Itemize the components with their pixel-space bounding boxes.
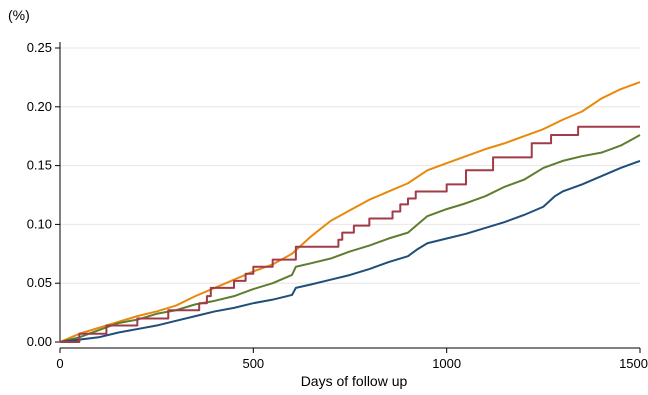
x-axis-title: Days of follow up	[301, 373, 408, 389]
y-tick-label: 0.00	[27, 334, 52, 349]
y-tick-label: 0.25	[27, 40, 52, 55]
x-tick-label: 500	[242, 356, 264, 371]
x-tick-label: 1500	[619, 356, 648, 371]
series-line-2	[59, 134, 641, 343]
y-tick-label: 0.20	[27, 99, 52, 114]
series-line-3	[59, 159, 641, 343]
series-line-1	[59, 81, 641, 343]
gridlines	[60, 47, 640, 284]
axes: 0.00 0.05 0.10 0.15 0.20 0.25 0 500 1000 1500	[27, 40, 648, 371]
x-tick-label: 1000	[432, 356, 461, 371]
axis-labels: (%) Days of follow up	[8, 7, 408, 389]
y-axis-title: (%)	[8, 7, 30, 23]
y-tick-label: 0.10	[27, 216, 52, 231]
series-lines	[59, 81, 641, 343]
series-line-4	[60, 125, 640, 343]
y-tick-label: 0.05	[27, 275, 52, 290]
y-tick-label: 0.15	[27, 158, 52, 173]
x-tick-label: 0	[56, 356, 63, 371]
